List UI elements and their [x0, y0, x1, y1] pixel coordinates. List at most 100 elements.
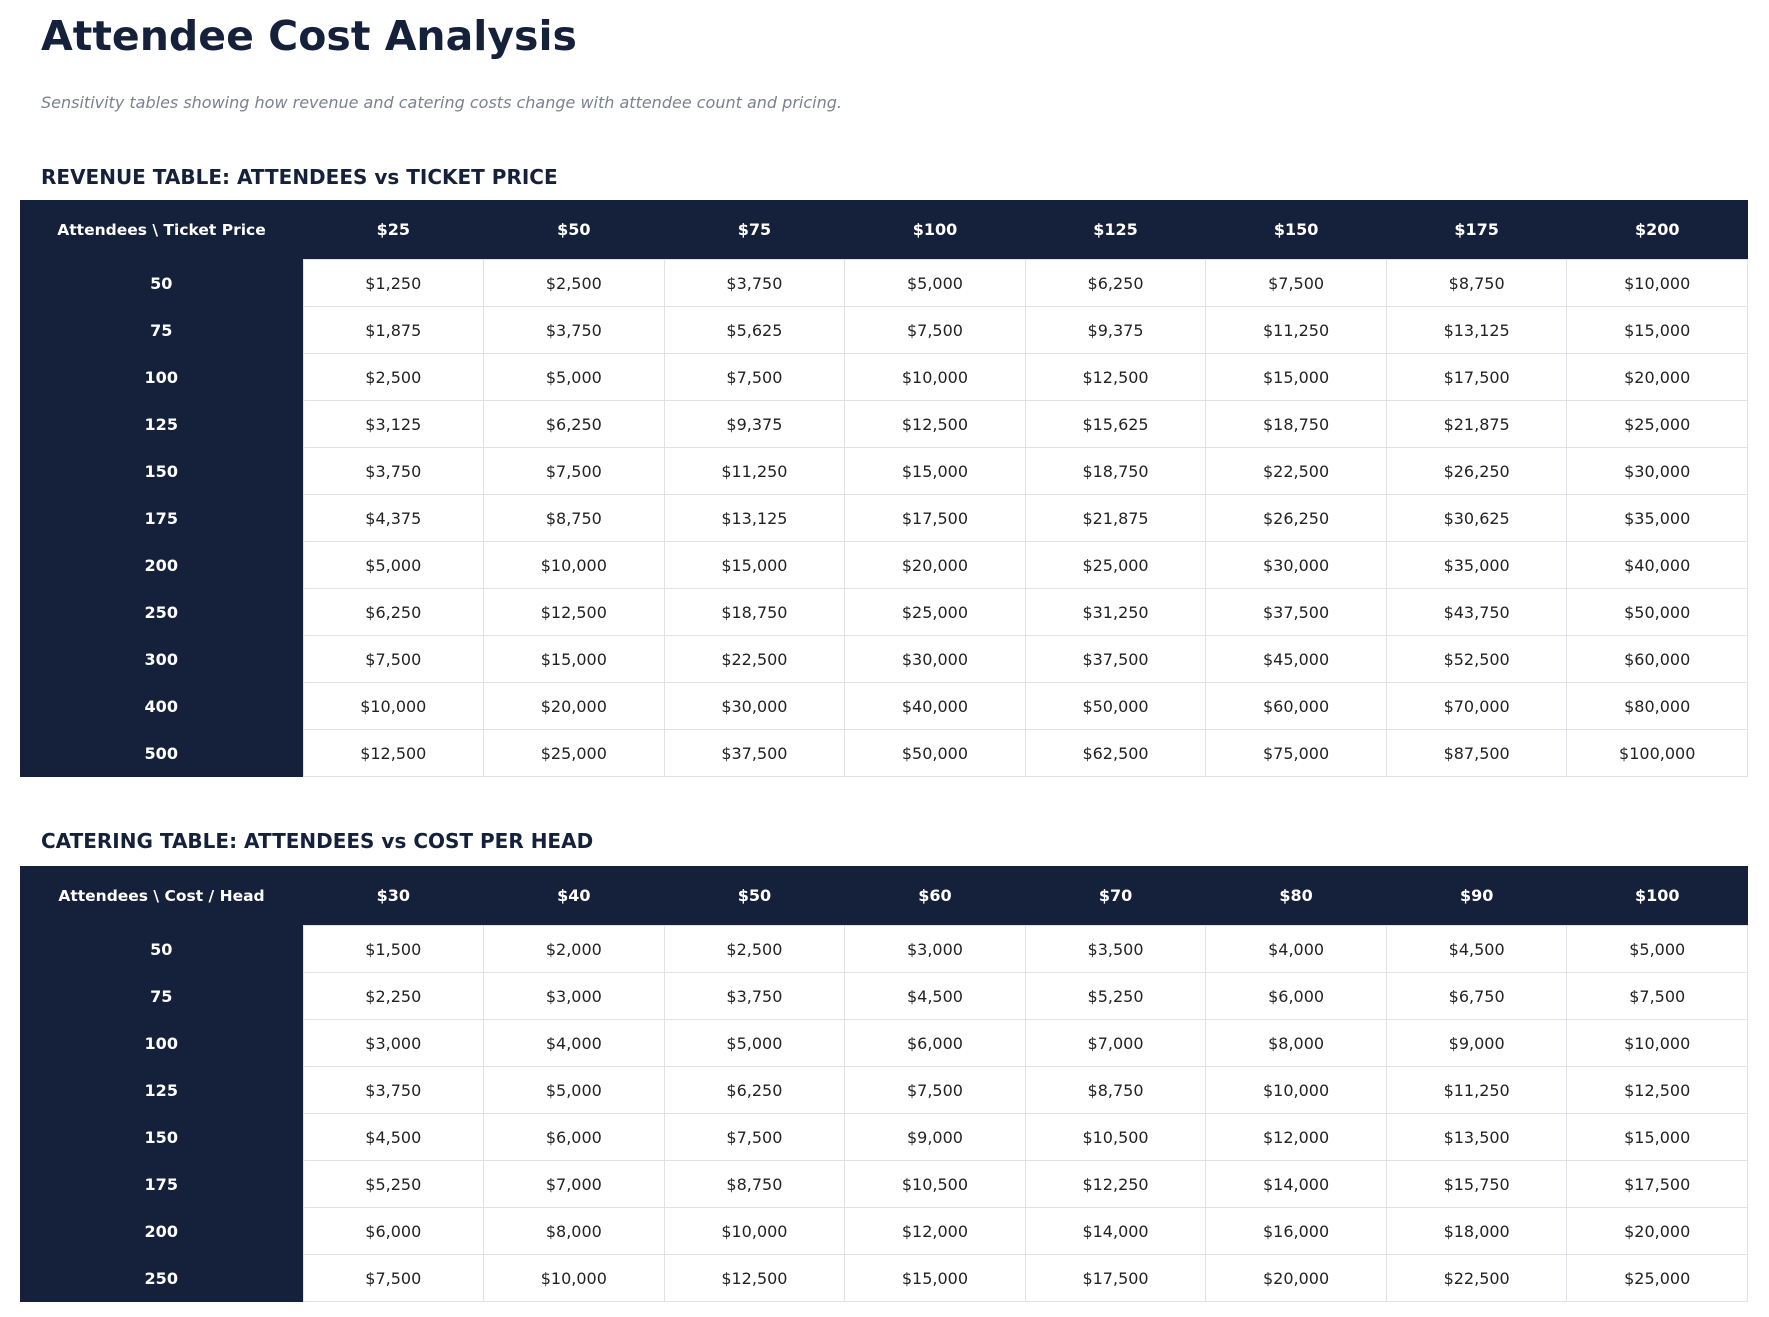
- row-header: 300: [20, 635, 303, 683]
- table-cell: $18,000: [1385, 1207, 1568, 1255]
- table-row: 125 $3,750 $5,000 $6,250 $7,500 $8,750 $10,000…: [20, 1066, 1748, 1114]
- table-row: 175 $5,250 $7,000 $8,750 $10,500 $12,250 $14,0…: [20, 1160, 1748, 1208]
- column-header: $175: [1386, 200, 1567, 260]
- table-cell: $15,625: [1024, 400, 1207, 448]
- table-cell: $9,375: [1024, 306, 1207, 354]
- row-header: 150: [20, 447, 303, 495]
- table-cell: $10,000: [663, 1207, 846, 1255]
- table-cell: $15,000: [844, 1254, 1026, 1302]
- table-cell: $4,500: [1385, 925, 1568, 973]
- table-cell: $10,000: [1566, 259, 1748, 307]
- column-header: $80: [1205, 866, 1387, 926]
- table-cell: $10,000: [302, 682, 485, 730]
- table-cell: $3,750: [302, 1066, 485, 1114]
- table-cell: $6,000: [483, 1113, 665, 1161]
- table-cell: $2,500: [663, 925, 846, 973]
- table-cell: $40,000: [1566, 541, 1748, 589]
- table-cell: $14,000: [1024, 1207, 1207, 1255]
- table-cell: $50,000: [1024, 682, 1207, 730]
- table-cell: $21,875: [1024, 494, 1207, 542]
- table-cell: $100,000: [1566, 729, 1748, 777]
- table-cell: $6,000: [1205, 972, 1387, 1020]
- table-cell: $7,500: [663, 353, 846, 401]
- column-header: $50: [483, 200, 665, 260]
- table-cell: $3,750: [302, 447, 485, 495]
- table-cell: $4,500: [844, 972, 1026, 1020]
- table-cell: $22,500: [663, 635, 846, 683]
- table-cell: $12,000: [844, 1207, 1026, 1255]
- table-cell: $11,250: [663, 447, 846, 495]
- table-row: 100 $3,000 $4,000 $5,000 $6,000 $7,000 $8,000 $…: [20, 1019, 1748, 1067]
- table-cell: $9,000: [844, 1113, 1026, 1161]
- table-cell: $7,500: [302, 635, 485, 683]
- table-cell: $62,500: [1024, 729, 1207, 777]
- table-cell: $22,500: [1205, 447, 1387, 495]
- table-cell: $10,500: [844, 1160, 1026, 1208]
- column-header: $25: [303, 200, 484, 260]
- column-header: $30: [303, 866, 484, 926]
- table-cell: $17,500: [1566, 1160, 1748, 1208]
- table-cell: $8,000: [1205, 1019, 1387, 1067]
- table-cell: $8,750: [1024, 1066, 1207, 1114]
- table-cell: $3,750: [663, 972, 846, 1020]
- table-cell: $30,000: [844, 635, 1026, 683]
- table-cell: $3,750: [663, 259, 846, 307]
- table-cell: $50,000: [844, 729, 1026, 777]
- table-cell: $20,000: [1205, 1254, 1387, 1302]
- table-cell: $7,500: [1205, 259, 1387, 307]
- table-cell: $2,000: [483, 925, 665, 973]
- table-cell: $60,000: [1566, 635, 1748, 683]
- row-header: 250: [20, 588, 303, 636]
- table-cell: $10,000: [1566, 1019, 1748, 1067]
- table-row: 100 $2,500 $5,000 $7,500 $10,000 $12,500 $15,0…: [20, 353, 1748, 401]
- table-cell: $25,000: [1024, 541, 1207, 589]
- table-cell: $22,500: [1385, 1254, 1568, 1302]
- corner-header: Attendees \ Cost / Head: [20, 866, 303, 926]
- table-cell: $7,500: [302, 1254, 485, 1302]
- table-cell: $2,250: [302, 972, 485, 1020]
- row-header: 75: [20, 306, 303, 354]
- catering-table: Attendees \ Cost / Head $30 $40 $50 $60 $70 $8…: [20, 866, 1748, 1302]
- table-cell: $5,625: [663, 306, 846, 354]
- page-subtitle: Sensitivity tables showing how revenue a…: [41, 93, 842, 112]
- table-row: 250 $6,250 $12,500 $18,750 $25,000 $31,250 $37…: [20, 588, 1748, 636]
- table-cell: $1,250: [302, 259, 485, 307]
- table-cell: $52,500: [1385, 635, 1568, 683]
- header-row: Attendees \ Cost / Head $30 $40 $50 $60 $70 $8…: [20, 866, 1748, 926]
- table-cell: $25,000: [844, 588, 1026, 636]
- table-cell: $15,000: [1566, 1113, 1748, 1161]
- page-title: Attendee Cost Analysis: [41, 12, 577, 60]
- table-cell: $12,500: [302, 729, 485, 777]
- table-cell: $3,000: [483, 972, 665, 1020]
- table-cell: $5,000: [483, 353, 665, 401]
- table-cell: $3,000: [844, 925, 1026, 973]
- table-row: 200 $5,000 $10,000 $15,000 $20,000 $25,000 $30…: [20, 541, 1748, 589]
- table-row: 175 $4,375 $8,750 $13,125 $17,500 $21,875 $26,…: [20, 494, 1748, 542]
- table-cell: $7,500: [844, 1066, 1026, 1114]
- table-cell: $12,250: [1024, 1160, 1207, 1208]
- table-row: 75 $2,250 $3,000 $3,750 $4,500 $5,250 $6,000 $6…: [20, 972, 1748, 1020]
- column-header: $200: [1566, 200, 1748, 260]
- table-cell: $20,000: [844, 541, 1026, 589]
- table-cell: $37,500: [663, 729, 846, 777]
- table-cell: $7,500: [663, 1113, 846, 1161]
- table-cell: $31,250: [1024, 588, 1207, 636]
- table-cell: $11,250: [1205, 306, 1387, 354]
- revenue-table-heading: REVENUE TABLE: ATTENDEES vs TICKET PRICE: [41, 165, 558, 189]
- table-cell: $4,375: [302, 494, 485, 542]
- table-cell: $30,000: [1205, 541, 1387, 589]
- table-cell: $8,750: [483, 494, 665, 542]
- table-cell: $2,500: [302, 353, 485, 401]
- row-header: 175: [20, 494, 303, 542]
- row-header: 250: [20, 1254, 303, 1302]
- table-cell: $25,000: [1566, 1254, 1748, 1302]
- row-header: 75: [20, 972, 303, 1020]
- table-cell: $13,125: [663, 494, 846, 542]
- table-cell: $3,750: [483, 306, 665, 354]
- row-header: 50: [20, 925, 303, 973]
- table-cell: $15,000: [483, 635, 665, 683]
- table-cell: $26,250: [1205, 494, 1387, 542]
- column-header: $75: [664, 200, 845, 260]
- table-cell: $10,500: [1024, 1113, 1207, 1161]
- table-cell: $17,500: [844, 494, 1026, 542]
